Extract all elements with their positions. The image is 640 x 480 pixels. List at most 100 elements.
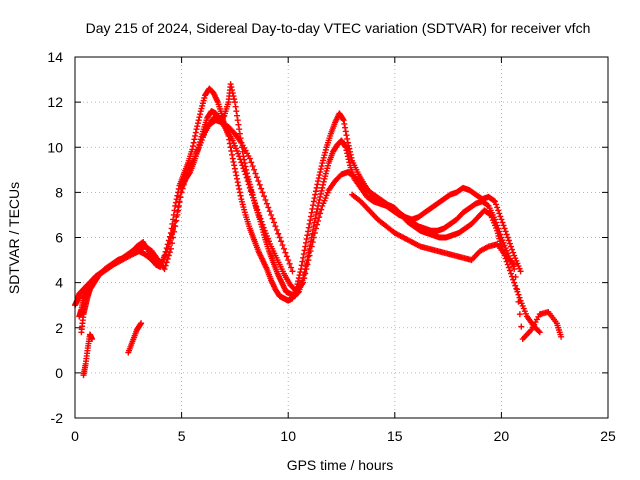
data-point: [236, 153, 243, 160]
data-point: [239, 162, 246, 169]
data-point: [194, 123, 201, 130]
data-point: [305, 228, 312, 235]
data-point: [558, 333, 565, 340]
data-point: [238, 159, 245, 166]
data-point: [233, 108, 240, 115]
data-point: [235, 121, 242, 128]
data-point: [501, 225, 508, 232]
x-tick-label: 0: [71, 428, 79, 444]
data-point: [178, 189, 185, 196]
data-point: [270, 219, 277, 226]
data-point: [308, 209, 315, 216]
data-point: [249, 163, 256, 170]
data-point: [301, 275, 308, 282]
data-point: [308, 243, 315, 250]
data-point: [496, 210, 503, 217]
data-point: [315, 175, 322, 182]
data-point: [282, 249, 289, 256]
data-point: [512, 273, 519, 280]
data-point: [504, 261, 511, 268]
data-point: [234, 112, 241, 119]
data-point: [307, 213, 314, 220]
data-point: [138, 320, 145, 327]
data-point: [89, 336, 96, 343]
data-point: [312, 191, 319, 198]
data-point: [316, 172, 323, 179]
data-point: [234, 179, 241, 186]
data-point: [317, 193, 324, 200]
data-point: [257, 215, 264, 222]
y-axis-label: SDTVAR / TECUs: [6, 182, 22, 294]
data-point: [310, 202, 317, 209]
data-point: [516, 294, 523, 301]
data-point: [237, 156, 244, 163]
data-point: [256, 212, 263, 219]
data-point: [193, 126, 200, 133]
data-point: [234, 117, 241, 124]
data-point: [492, 198, 499, 205]
data-point: [310, 198, 317, 205]
data-point: [320, 181, 327, 188]
data-point: [306, 220, 313, 227]
data-point: [251, 166, 258, 173]
data-point: [312, 211, 319, 218]
data-point: [499, 219, 506, 226]
data-point: [304, 232, 311, 239]
data-point: [189, 146, 196, 153]
data-point: [251, 197, 258, 204]
data-point: [232, 103, 239, 110]
data-point: [313, 208, 320, 215]
data-point: [180, 181, 187, 188]
data-point: [517, 268, 524, 275]
data-point: [511, 261, 518, 268]
x-tick-label: 15: [387, 428, 403, 444]
data-point: [484, 202, 491, 209]
data-point: [300, 279, 307, 286]
data-point: [288, 264, 295, 271]
data-point: [191, 136, 198, 143]
data-point: [268, 211, 275, 218]
data-point: [244, 178, 251, 185]
data-point: [512, 282, 519, 289]
data-point: [497, 231, 504, 238]
data-point: [172, 218, 179, 225]
data-point: [495, 225, 502, 232]
data-point: [494, 222, 501, 229]
data-point: [260, 224, 267, 231]
data-point: [161, 266, 168, 273]
data-point: [317, 190, 324, 197]
data-point: [229, 155, 236, 162]
data-point: [232, 169, 239, 176]
data-point: [236, 185, 243, 192]
data-point: [342, 124, 349, 131]
data-point: [283, 253, 290, 260]
data-point: [176, 199, 183, 206]
data-point: [344, 153, 351, 160]
y-tick-label: 6: [55, 230, 63, 246]
data-point: [275, 230, 282, 237]
data-point: [197, 111, 204, 118]
data-point: [192, 129, 199, 136]
data-point: [300, 254, 307, 261]
data-point: [167, 229, 174, 236]
data-point: [196, 114, 203, 121]
data-point: [306, 252, 313, 259]
data-point: [343, 147, 350, 154]
y-tick-label: 2: [55, 320, 63, 336]
data-point: [311, 195, 318, 202]
data-point: [263, 200, 270, 207]
data-point: [239, 148, 246, 155]
data-point: [234, 175, 241, 182]
data-point: [261, 193, 268, 200]
data-point: [181, 178, 188, 185]
data-point: [258, 185, 265, 192]
data-point: [253, 203, 260, 210]
data-point: [303, 266, 310, 273]
data-point: [506, 240, 513, 247]
data-point: [183, 170, 190, 177]
chart-title: Day 215 of 2024, Sidereal Day-to-day VTE…: [86, 20, 591, 36]
data-point: [286, 260, 293, 267]
data-point: [252, 200, 259, 207]
data-point: [246, 155, 253, 162]
data-point: [231, 96, 238, 103]
